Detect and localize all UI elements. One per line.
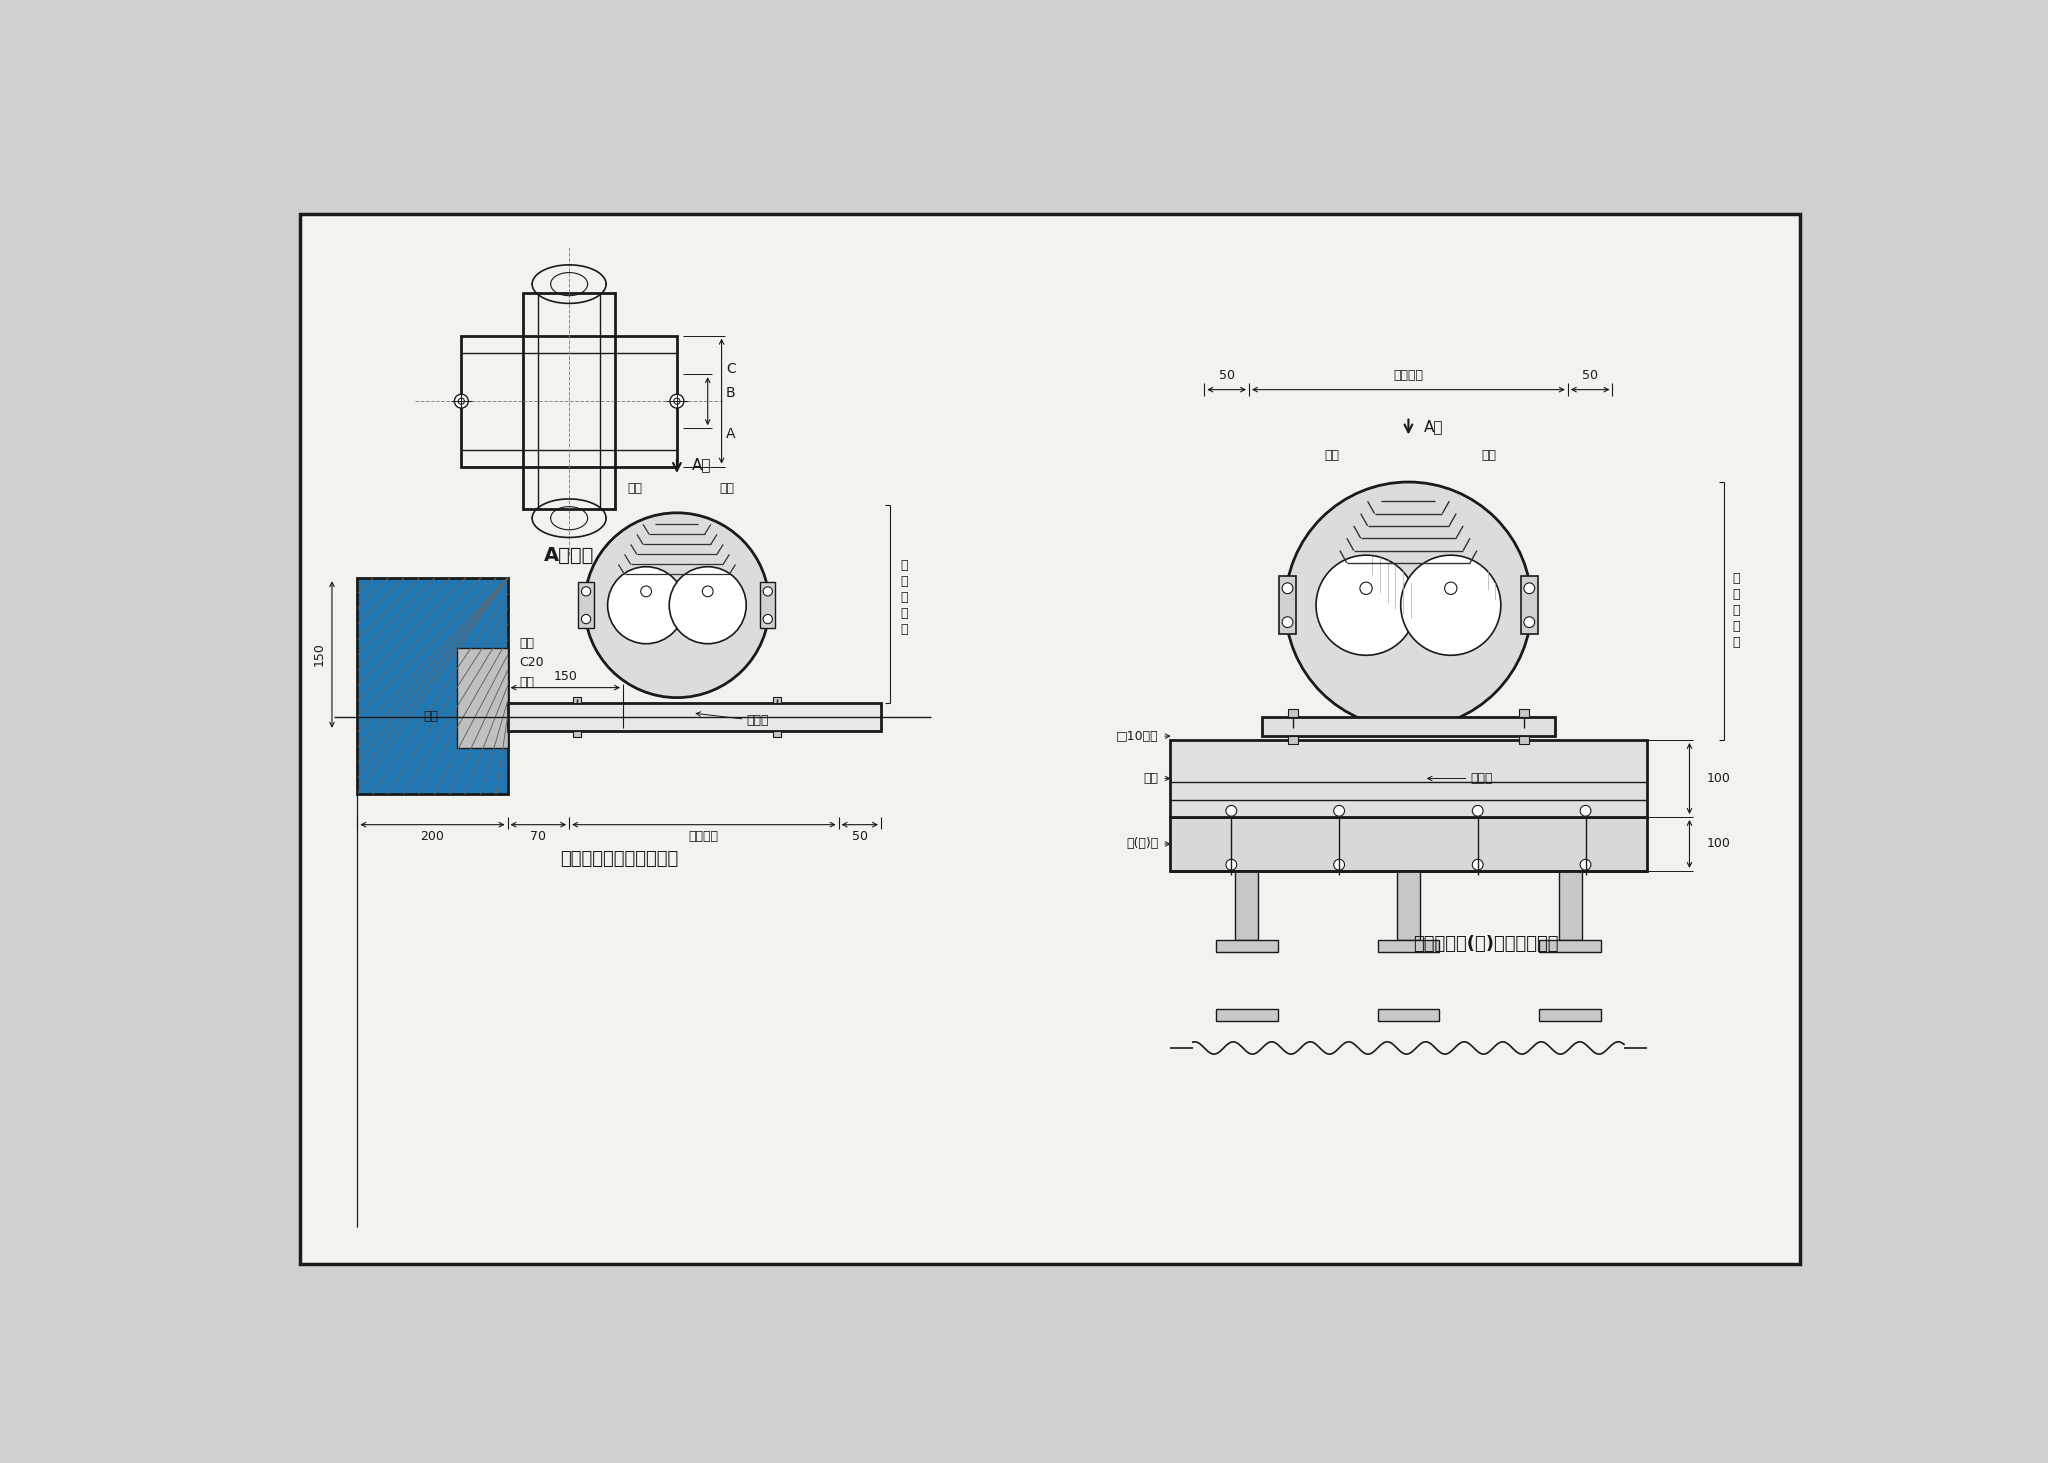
Circle shape [1282,582,1292,594]
Text: 100: 100 [1706,772,1731,786]
Bar [1520,710,1528,717]
Circle shape [1524,582,1534,594]
Bar [522,294,614,509]
Text: 墙体: 墙体 [424,711,438,723]
Text: 50: 50 [1219,369,1235,382]
Circle shape [1444,582,1456,594]
Text: 管
径
距
离
水: 管 径 距 离 水 [901,559,907,636]
Text: A: A [727,427,735,440]
Bar [1540,941,1602,952]
Circle shape [1473,859,1483,870]
Text: 制冷剂管墙面支架大样图: 制冷剂管墙面支架大样图 [559,850,678,869]
Text: 气侧: 气侧 [1483,449,1497,461]
Circle shape [702,587,713,597]
Text: □10槽钢: □10槽钢 [1116,730,1159,743]
Text: 150: 150 [313,642,326,667]
Bar [1280,576,1296,633]
Text: 50: 50 [1583,369,1597,382]
Circle shape [584,514,770,698]
Text: 管
径
距
离
水: 管 径 距 离 水 [1733,572,1739,650]
Circle shape [1581,859,1591,870]
Bar [774,730,780,737]
Circle shape [670,566,745,644]
Text: 100: 100 [1706,837,1731,850]
Bar [1235,870,1257,941]
Bar [457,648,508,748]
Circle shape [1333,806,1343,816]
Circle shape [1282,617,1292,628]
Circle shape [1227,806,1237,816]
Text: 实际距离: 实际距离 [1393,369,1423,382]
Circle shape [674,398,680,404]
Text: 通讯线: 通讯线 [745,714,768,727]
Text: 实际距离: 实际距离 [688,831,719,844]
Bar [1520,736,1528,743]
Circle shape [1286,481,1532,729]
Bar [1217,941,1278,952]
Circle shape [1524,617,1534,628]
Bar [356,578,508,794]
Circle shape [764,614,772,623]
Text: A向: A向 [692,456,713,471]
Bar [1540,1009,1602,1021]
Bar [573,696,582,704]
Bar [578,582,594,628]
Text: A向视图: A向视图 [545,546,594,565]
Bar [1262,717,1554,736]
Circle shape [670,394,684,408]
Circle shape [582,614,590,623]
Bar [774,696,780,704]
Text: 200: 200 [420,831,444,844]
Text: 150: 150 [553,670,578,683]
Bar [1522,576,1538,633]
Bar [573,730,582,737]
Bar [461,335,678,467]
Text: A向: A向 [1423,418,1444,435]
Bar [1559,870,1581,941]
Text: C20: C20 [518,657,543,670]
Circle shape [608,566,684,644]
Circle shape [584,514,770,698]
Circle shape [641,587,651,597]
Bar [1378,941,1440,952]
Bar [1169,740,1647,816]
Bar [1378,1009,1440,1021]
Circle shape [1360,582,1372,594]
Text: 液侧: 液侧 [1323,449,1339,461]
Text: 屋(地)面: 屋(地)面 [1126,837,1159,850]
Circle shape [455,394,469,408]
Bar [356,578,508,794]
Bar [356,578,508,794]
Text: B: B [725,386,735,401]
Bar [760,582,776,628]
Circle shape [1333,859,1343,870]
Text: 角钢: 角钢 [518,676,535,689]
Text: 50: 50 [852,831,868,844]
Text: 墙面: 墙面 [518,638,535,650]
Circle shape [1473,806,1483,816]
Bar [1288,736,1298,743]
Bar [1288,710,1298,717]
Bar [1217,1009,1278,1021]
Text: 制冷剂管屋(地)面支架大样图: 制冷剂管屋(地)面支架大样图 [1413,935,1559,952]
Bar [508,704,881,730]
Text: 基座: 基座 [1143,772,1159,786]
Text: 气侧: 气侧 [719,481,735,494]
Circle shape [1401,554,1501,655]
Bar [1169,816,1647,870]
Text: 液侧: 液侧 [627,481,643,494]
Text: C: C [725,361,735,376]
Circle shape [1317,554,1415,655]
Circle shape [764,587,772,595]
Circle shape [1227,859,1237,870]
Text: 通讯线: 通讯线 [1470,772,1493,786]
Circle shape [459,398,465,404]
Bar [1397,870,1419,941]
Circle shape [1581,806,1591,816]
Circle shape [582,587,590,595]
Text: 70: 70 [530,831,547,844]
